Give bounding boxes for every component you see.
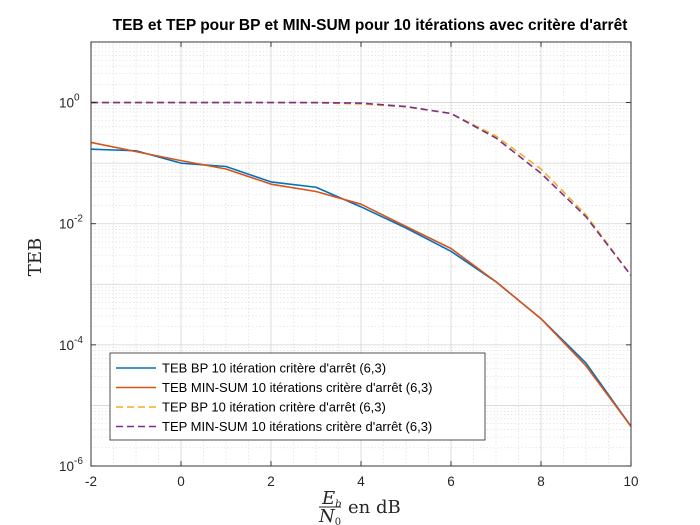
y-axis-label: TEB [25,238,46,276]
x-tick-label: 4 [357,474,365,489]
x-tick-label: 6 [447,474,455,489]
y-axis-ticks: 100 10-2 10-4 10-6 [59,93,631,474]
x-axis-label: Eb N0 en dB [318,488,401,525]
y-tick-label: 10-6 [59,456,83,474]
legend-label-4: TEP MIN-SUM 10 itérations critère d'arrê… [162,419,432,434]
legend-label-3: TEP BP 10 itération critère d'arrêt (6,3… [162,400,386,415]
x-label-den-sub: 0 [335,517,341,525]
x-label-suffix: en dB [348,497,401,518]
legend-box [109,352,486,441]
x-tick-label: 10 [623,474,638,489]
legend-label-1: TEB BP 10 itération critère d'arrêt (6,3… [162,361,386,376]
x-label-num-main: E [321,488,335,509]
y-tick-label: 100 [59,93,80,111]
svg-text:N0: N0 [318,506,341,525]
legend: TEB BP 10 itération critère d'arrêt (6,3… [109,352,486,441]
x-tick-label: 0 [177,474,185,489]
series-line-2 [91,141,631,427]
legend-label-2: TEB MIN-SUM 10 itérations critère d'arrê… [162,380,433,395]
x-label-num-sub: b [335,499,341,510]
x-tick-label: 8 [537,474,545,489]
x-axis-ticks: -2 0 2 4 6 8 10 [85,42,639,489]
y-tick-label: 10-2 [59,214,83,232]
series-line-4 [91,101,631,276]
series-layer [91,101,631,427]
x-label-den-main: N [318,506,336,525]
x-tick-label: 2 [267,474,275,489]
x-tick-label: -2 [85,474,97,489]
svg-text:Eb: Eb [321,488,342,510]
y-tick-label: 10-4 [59,335,83,353]
chart-title: TEB et TEP pour BP et MIN-SUM pour 10 it… [113,17,628,34]
